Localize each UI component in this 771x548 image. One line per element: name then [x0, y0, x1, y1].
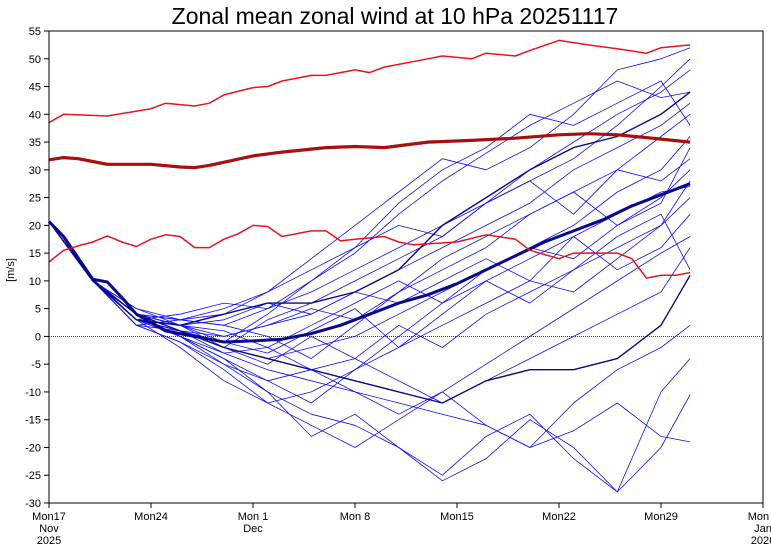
climatology-mean-line [48, 132, 691, 170]
x-tick-label: Mon29 [644, 511, 678, 523]
ensemble-member-line [48, 221, 691, 448]
y-tick-label: -25 [25, 470, 41, 482]
x-tick-label: Mon24 [134, 511, 168, 523]
y-tick-label: 10 [29, 276, 41, 288]
chart-title: Zonal mean zonal wind at 10 hPa 20251117 [172, 3, 619, 29]
y-tick-label: 50 [29, 54, 41, 66]
x-tick-label: 2026 [751, 535, 771, 547]
x-tick-label: Mon17 [32, 511, 66, 523]
y-tick-label: 0 [35, 331, 41, 343]
y-tick-label: 25 [29, 193, 41, 205]
x-tick-label: Jan [754, 523, 771, 535]
x-tick-label: Dec [243, 523, 263, 535]
ensemble-member-line [48, 180, 691, 354]
ensemble-member-line [48, 213, 691, 365]
y-tick-label: 55 [29, 26, 41, 38]
x-tick-label: Nov [39, 523, 59, 535]
y-tick-label: 30 [29, 165, 41, 177]
y-tick-label: -10 [25, 387, 41, 399]
x-tick-label: Mon22 [542, 511, 576, 523]
y-tick-label: -20 [25, 442, 41, 454]
x-tick-label: Mon15 [440, 511, 474, 523]
ensemble-member-line [48, 47, 691, 321]
ensemble-member-line [48, 169, 691, 360]
y-tick-label: 15 [29, 248, 41, 260]
climatology-min-line [48, 224, 691, 279]
y-tick-label: -30 [25, 498, 41, 510]
y-tick-label: -15 [25, 415, 41, 427]
y-tick-label: -5 [31, 359, 41, 371]
ensemble-mean-line [47, 182, 691, 344]
axes: 5550454035302520151050-5-10-15-20-25-30M… [25, 26, 771, 547]
plot-area [47, 39, 763, 493]
y-tick-label: 45 [29, 82, 41, 94]
plot-frame [48, 30, 764, 504]
climatology-max-line [48, 39, 691, 124]
y-axis-label: [m/s] [5, 258, 17, 282]
y-tick-label: 40 [29, 109, 41, 121]
control-member-line [48, 91, 691, 326]
ensemble-member-line [48, 197, 691, 404]
ensemble-member-line [48, 158, 691, 337]
ensemble-member-line [48, 69, 691, 348]
x-tick-label: Mon 8 [340, 511, 371, 523]
ensemble-member-line [48, 80, 691, 343]
y-tick-label: 35 [29, 137, 41, 149]
x-tick-label: 2025 [37, 535, 61, 547]
x-tick-label: Mon 1 [238, 511, 269, 523]
ensemble-member-line [48, 221, 691, 448]
ensemble-member-line [48, 221, 691, 448]
y-tick-label: 5 [35, 304, 41, 316]
y-tick-label: 20 [29, 220, 41, 232]
x-tick-label: Mon 5 [748, 511, 771, 523]
